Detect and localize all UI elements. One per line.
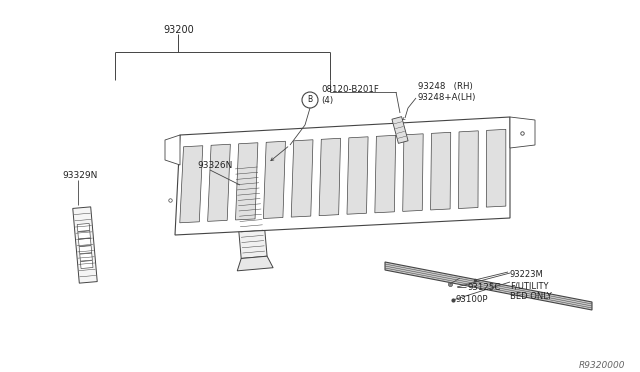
Bar: [79, 246, 92, 254]
Bar: [73, 207, 97, 283]
Bar: [233, 161, 267, 259]
Text: 93248   (RH)
93248+A(LH): 93248 (RH) 93248+A(LH): [418, 81, 476, 102]
Text: R9320000: R9320000: [579, 362, 625, 371]
Text: 93223M
F/UTILITY
BED ONLY: 93223M F/UTILITY BED ONLY: [510, 270, 552, 301]
Polygon shape: [375, 135, 396, 213]
Text: 93125C: 93125C: [468, 282, 501, 292]
Polygon shape: [236, 143, 258, 220]
Text: 08120-B201F
(4): 08120-B201F (4): [321, 85, 379, 105]
Bar: [78, 231, 90, 239]
Bar: [79, 238, 91, 246]
Polygon shape: [291, 140, 313, 217]
Polygon shape: [165, 135, 180, 165]
Polygon shape: [347, 137, 368, 214]
Polygon shape: [385, 262, 592, 310]
Polygon shape: [175, 117, 510, 235]
Bar: [81, 260, 93, 269]
Text: 93100P: 93100P: [455, 295, 488, 305]
Polygon shape: [180, 146, 203, 223]
Polygon shape: [207, 144, 230, 221]
Bar: [392, 117, 408, 143]
Text: B: B: [307, 96, 312, 105]
Text: 93200: 93200: [163, 25, 194, 35]
Polygon shape: [403, 134, 423, 211]
Polygon shape: [486, 129, 506, 207]
Polygon shape: [510, 117, 535, 148]
Polygon shape: [237, 256, 273, 271]
Text: 93329N: 93329N: [62, 170, 97, 180]
Polygon shape: [431, 132, 451, 210]
Circle shape: [302, 92, 318, 108]
Polygon shape: [458, 131, 478, 209]
Polygon shape: [319, 138, 340, 216]
Bar: [80, 253, 92, 261]
Bar: [77, 224, 90, 231]
Text: 93326N: 93326N: [197, 160, 232, 170]
Polygon shape: [264, 141, 285, 218]
